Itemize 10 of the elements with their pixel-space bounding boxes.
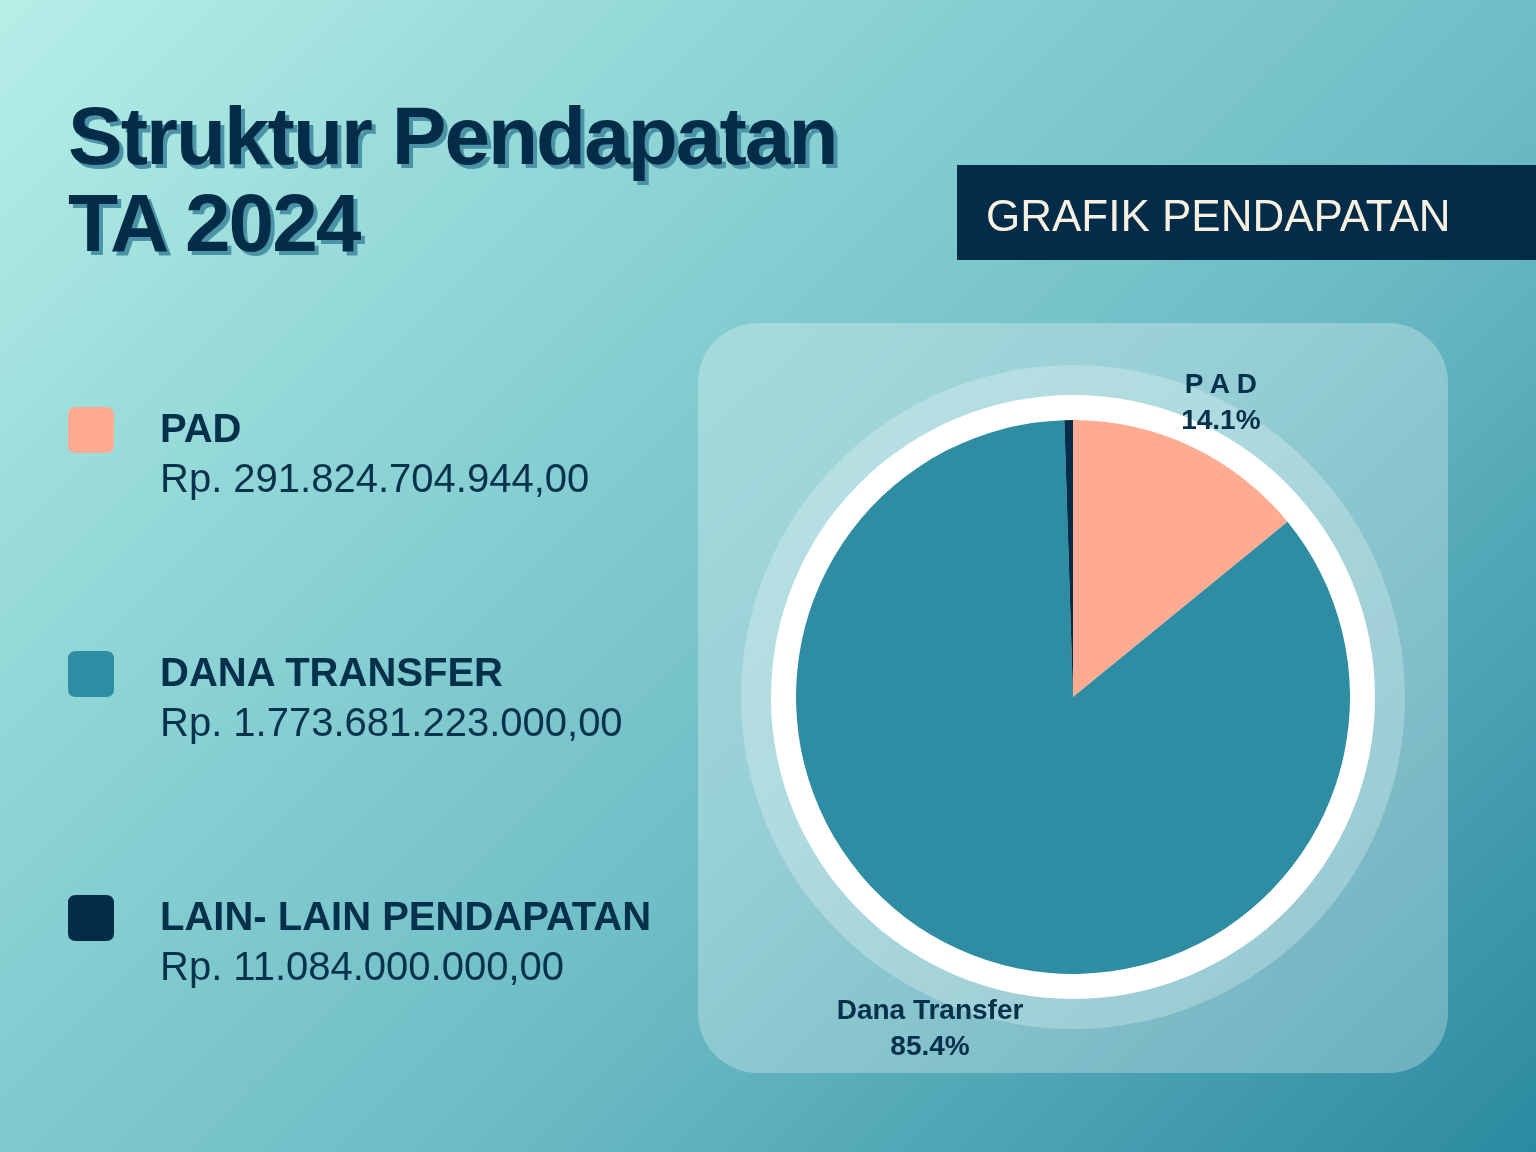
data-label: Dana Transfer 85.4% xyxy=(836,993,1024,1061)
text: Rp. 1.773.681.223.000,00 xyxy=(160,700,623,744)
chart-subtitle: GRAFIK PENDAPATAN xyxy=(986,191,1451,240)
legend-label: LAIN- LAIN PENDAPATAN xyxy=(160,894,652,938)
legend-label: PAD xyxy=(160,406,242,450)
data-label: P A D 14.1% xyxy=(1181,368,1261,436)
text: Rp. 291.824.704.944,00 xyxy=(160,456,590,500)
legend-label: DANA TRANSFER xyxy=(160,650,504,694)
chart-title: Struktur Pendapatan TA 2024 xyxy=(68,90,838,268)
text: Rp. 11.084.000.000,00 xyxy=(160,944,565,988)
